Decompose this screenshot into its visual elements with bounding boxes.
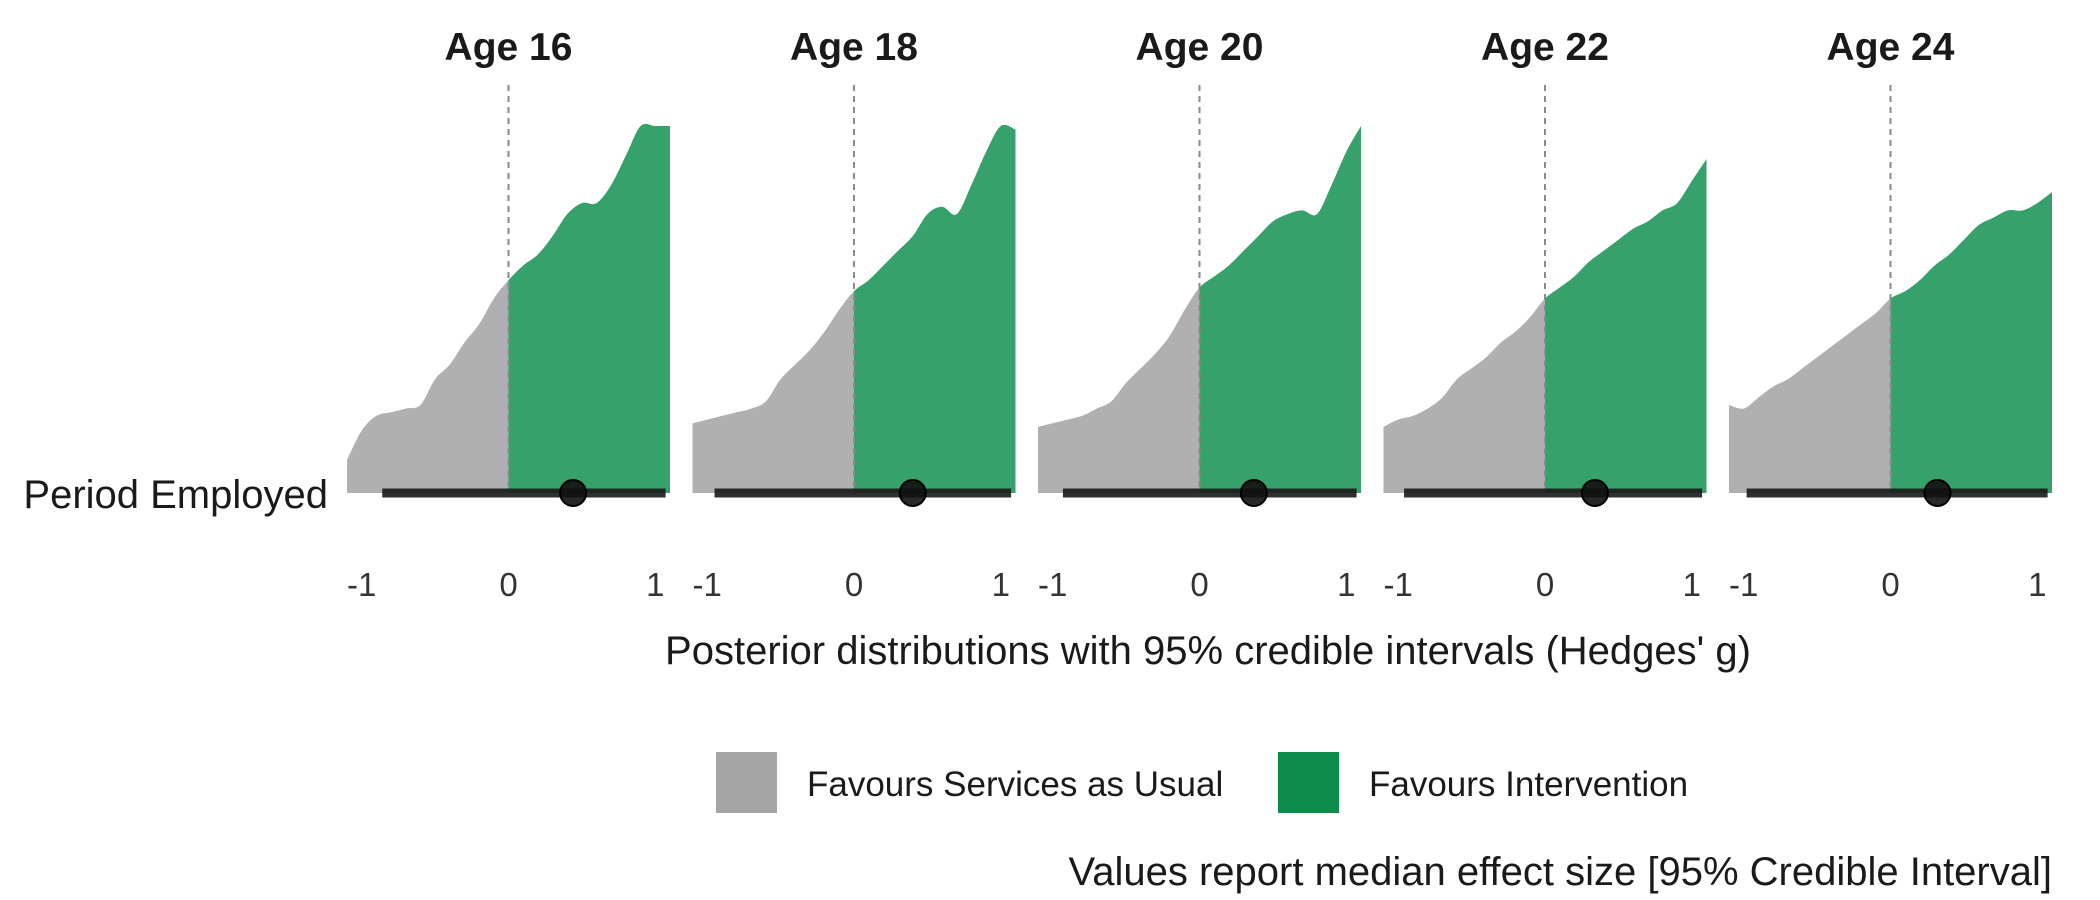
density-positive-area	[1199, 126, 1361, 493]
legend-swatch	[716, 752, 777, 813]
panel-title: Age 16	[445, 26, 573, 69]
x-tick-label: 0	[1536, 566, 1554, 603]
x-tick-label: 0	[499, 566, 517, 603]
x-tick-label: 0	[1881, 566, 1899, 603]
caption: Values report median effect size [95% Cr…	[1069, 850, 2052, 894]
panel-1: Age 16 -1 0 1	[347, 26, 670, 603]
x-tick-label: 0	[1190, 566, 1208, 603]
x-tick-label: 0	[845, 566, 863, 603]
density-positive-area	[508, 123, 670, 493]
x-tick-label: 1	[646, 566, 664, 603]
median-point	[1923, 479, 1952, 507]
panel-title: Age 24	[1827, 26, 1955, 69]
legend-item: Favours Intervention	[1278, 752, 1688, 813]
panel-5: Age 24 -1 0 1	[1729, 26, 2052, 603]
panel-title: Age 22	[1481, 26, 1609, 69]
x-tick-label: 1	[992, 566, 1010, 603]
panel-title: Age 20	[1136, 26, 1264, 69]
legend-item: Favours Services as Usual	[716, 752, 1223, 813]
density-negative-area	[1038, 287, 1200, 493]
median-point	[898, 479, 927, 507]
legend-label: Favours Intervention	[1369, 765, 1688, 804]
legend: Favours Services as Usual Favours Interve…	[716, 752, 1688, 813]
density-negative-area	[1383, 298, 1545, 493]
legend-swatch	[1278, 752, 1339, 813]
median-point	[1580, 479, 1609, 507]
row-label: Period Employed	[23, 473, 328, 517]
median-point	[1239, 479, 1268, 507]
density-negative-area	[692, 291, 854, 493]
panels-group: Age 16 -1 0 1 Age 18 -1 0 1 Age 20 -1 0 1 Age 22 -1 0 1…	[347, 26, 2052, 603]
x-tick-label: 1	[1337, 566, 1355, 603]
panel-2: Age 18 -1 0 1	[692, 26, 1016, 603]
x-tick-label: -1	[1038, 566, 1067, 603]
density-positive-area	[1890, 192, 2052, 493]
density-negative-area	[347, 280, 509, 493]
panel-title: Age 18	[790, 26, 918, 69]
x-tick-label: -1	[347, 566, 376, 603]
x-axis-title: Posterior distributions with 95% credibl…	[665, 629, 1751, 673]
density-positive-area	[1545, 159, 1707, 493]
x-tick-label: 1	[2028, 566, 2046, 603]
density-positive-area	[854, 124, 1016, 493]
x-tick-label: -1	[1729, 566, 1758, 603]
legend-label: Favours Services as Usual	[807, 765, 1223, 804]
panel-3: Age 20 -1 0 1	[1038, 26, 1361, 603]
panel-4: Age 22 -1 0 1	[1383, 26, 1707, 603]
x-tick-label: 1	[1683, 566, 1701, 603]
density-negative-area	[1729, 298, 1891, 493]
x-tick-label: -1	[693, 566, 722, 603]
x-tick-label: -1	[1384, 566, 1413, 603]
median-point	[559, 479, 588, 507]
